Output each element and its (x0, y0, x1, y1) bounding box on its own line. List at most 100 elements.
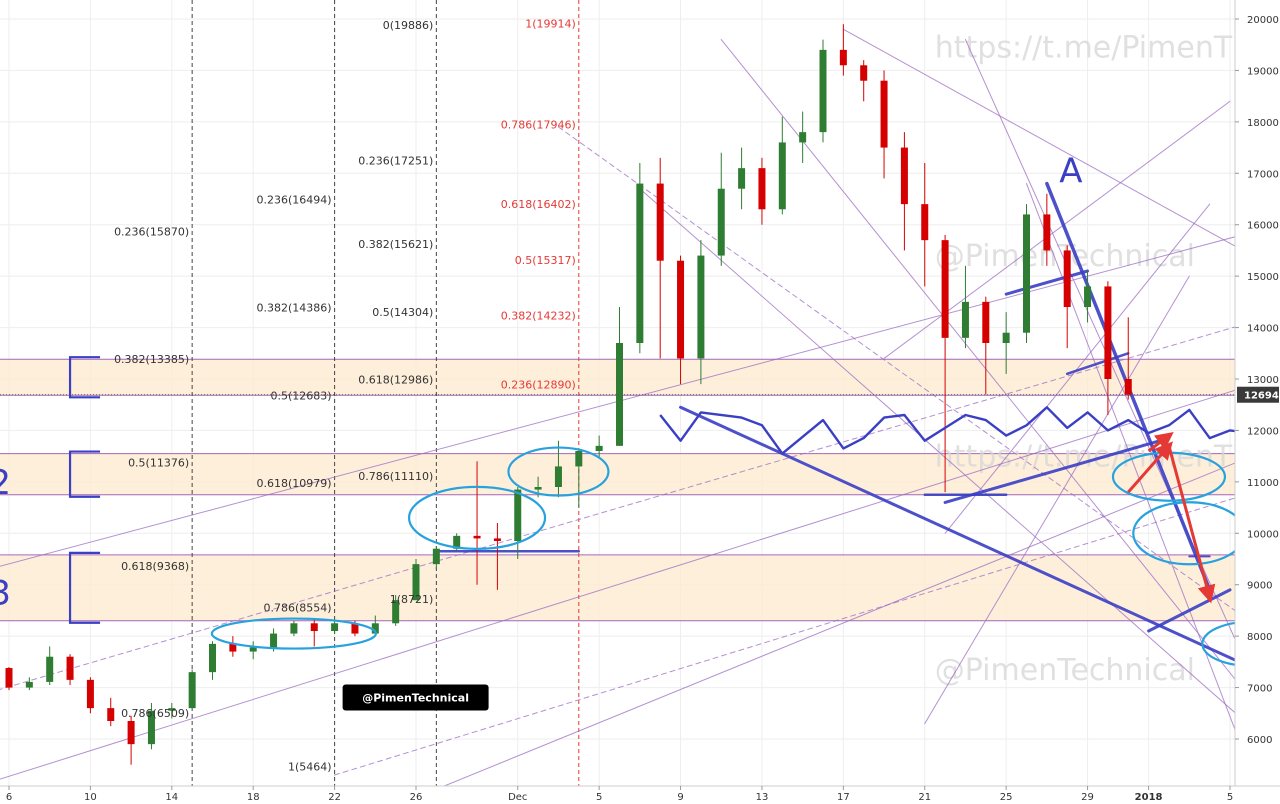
trendline-blue-channel-low (679, 405, 1235, 662)
x-tick-label-0: 6 (6, 792, 12, 803)
highlight-ellipse-5 (1201, 621, 1235, 666)
x-axis-bg (0, 786, 1280, 804)
x-tick-label-6: Dec (508, 792, 527, 803)
candle-body-2017-11-19 (270, 633, 278, 648)
fib-label-11: 0.382(14232) (501, 310, 576, 323)
y-tick-label-12000: 12000 (1247, 426, 1279, 437)
handle-badge-text: @PimenTechnical (362, 691, 469, 704)
trendline-blue-bottom (1147, 588, 1232, 633)
trendline-fan-purple-dash-2 (334, 497, 1235, 776)
candle-body-2017-11-15 (188, 672, 196, 709)
trendline-blue-seg-upper (1004, 269, 1090, 296)
candle-body-2017-11-30 (493, 538, 501, 541)
trendline-fan-purple-dash-1 (0, 326, 1235, 690)
fib-label-23: 1(5464) (288, 761, 332, 774)
candle-body-2017-12-29 (1084, 286, 1092, 307)
fib-label-8: 0.5(15317) (515, 254, 576, 267)
candle-body-2017-12-09 (677, 260, 685, 359)
candle-body-2017-12-14 (778, 142, 786, 210)
candle-body-2017-12-03 (554, 466, 562, 487)
candle-body-2017-12-30 (1104, 286, 1112, 379)
candle-body-2017-11-09 (66, 656, 74, 680)
zone-bracket-1 (68, 356, 101, 399)
candle-body-2017-11-17 (229, 643, 237, 652)
y-tick-label-13000: 13000 (1247, 375, 1279, 386)
fib-label-22: 0.786(6509) (121, 707, 189, 720)
highlight-ellipse-2 (507, 446, 610, 497)
candle-body-2017-11-27 (432, 548, 440, 565)
x-tick-label-15: 5 (1227, 792, 1233, 803)
candle-body-2017-12-08 (656, 183, 664, 261)
y-tick-label-19000: 19000 (1247, 66, 1279, 77)
candle-body-2017-11-07 (25, 681, 33, 688)
trendline-decline-3 (557, 126, 1235, 612)
fib-label-20: 0.786(8554) (264, 602, 332, 615)
watermark-text-2: https://t.me/PimenT (935, 439, 1233, 474)
candle-body-2017-11-16 (209, 643, 216, 673)
x-tick-label-14: 2018 (1135, 792, 1163, 803)
fib-label-4: 0.236(16494) (257, 193, 332, 206)
candle-body-2017-12-06 (616, 343, 623, 446)
fib-label-12: 0.382(13385) (114, 353, 189, 366)
fib-label-6: 0.236(15870) (114, 225, 189, 238)
candle-body-2017-12-23 (961, 301, 969, 338)
candle-body-2017-11-12 (127, 721, 135, 745)
candle-body-2017-12-16 (819, 49, 827, 133)
y-tick-label-8000: 8000 (1247, 632, 1272, 643)
candle-body-2017-12-18 (860, 65, 868, 81)
fib-label-10: 0.5(14304) (372, 306, 433, 319)
highlight-ellipse-4 (1132, 501, 1235, 566)
trendline-fan-purple-1 (0, 389, 1235, 780)
projection-path (659, 406, 1235, 455)
x-tick-label-3: 18 (247, 792, 260, 803)
x-tick-label-13: 29 (1081, 792, 1094, 803)
candle-body-2017-11-25 (392, 600, 400, 624)
x-tick-label-12: 25 (1000, 792, 1013, 803)
candle-body-2017-11-14 (168, 708, 176, 711)
fib-label-21: 1(8721) (390, 593, 434, 606)
candle-body-2017-12-26 (1023, 214, 1030, 333)
candle-body-2017-11-20 (290, 623, 298, 634)
candle-body-2017-11-21 (310, 623, 318, 631)
handwritten-label-1: 2 (0, 463, 11, 503)
trendline-decline-2 (720, 39, 1235, 680)
trendline-decline-4 (639, 188, 1235, 714)
x-tick-label-8: 9 (677, 792, 683, 803)
fib-label-16: 0.5(11376) (128, 457, 189, 470)
fib-label-7: 0.382(15621) (358, 238, 433, 251)
fib-label-5: 0.618(16402) (501, 198, 576, 211)
candle-body-2017-12-17 (839, 49, 847, 66)
last-price-label: 12694 (1244, 391, 1279, 402)
candle-body-2017-12-20 (900, 147, 908, 205)
candle-body-2017-12-22 (941, 240, 949, 338)
candle-body-2017-11-13 (147, 710, 155, 745)
y-tick-label-11000: 11000 (1247, 478, 1279, 489)
zone-bracket-3 (68, 551, 101, 624)
fib-label-19: 0.618(9368) (121, 560, 189, 573)
candle-body-2017-12-04 (575, 451, 583, 467)
trendline-fan-purple-2 (0, 236, 1235, 567)
y-tick-label-9000: 9000 (1247, 581, 1272, 592)
x-tick-label-11: 21 (918, 792, 931, 803)
y-tick-label-18000: 18000 (1247, 118, 1279, 129)
candle-body-2017-12-12 (738, 168, 746, 189)
handwritten-label-3: A (1059, 152, 1082, 192)
candle-body-2017-12-31 (1124, 379, 1132, 395)
candle-body-2017-12-02 (534, 487, 542, 490)
candle-body-2017-11-29 (473, 535, 481, 539)
candle-body-2017-12-11 (717, 188, 725, 256)
trendline-blue-seg-mid (1065, 352, 1130, 376)
fib-label-9: 0.382(14386) (257, 302, 332, 315)
candle-body-2017-11-28 (453, 535, 461, 549)
y-tick-label-14000: 14000 (1247, 324, 1279, 335)
x-tick-label-9: 13 (756, 792, 769, 803)
candle-body-2017-12-24 (982, 301, 990, 343)
y-tick-label-6000: 6000 (1247, 735, 1272, 746)
projection-arrow-1 (1127, 441, 1173, 494)
candles (5, 24, 1132, 765)
fib-label-18: 0.618(10979) (257, 477, 332, 490)
candle-body-2017-12-05 (595, 445, 603, 451)
candle-body-2017-12-01 (514, 489, 522, 541)
